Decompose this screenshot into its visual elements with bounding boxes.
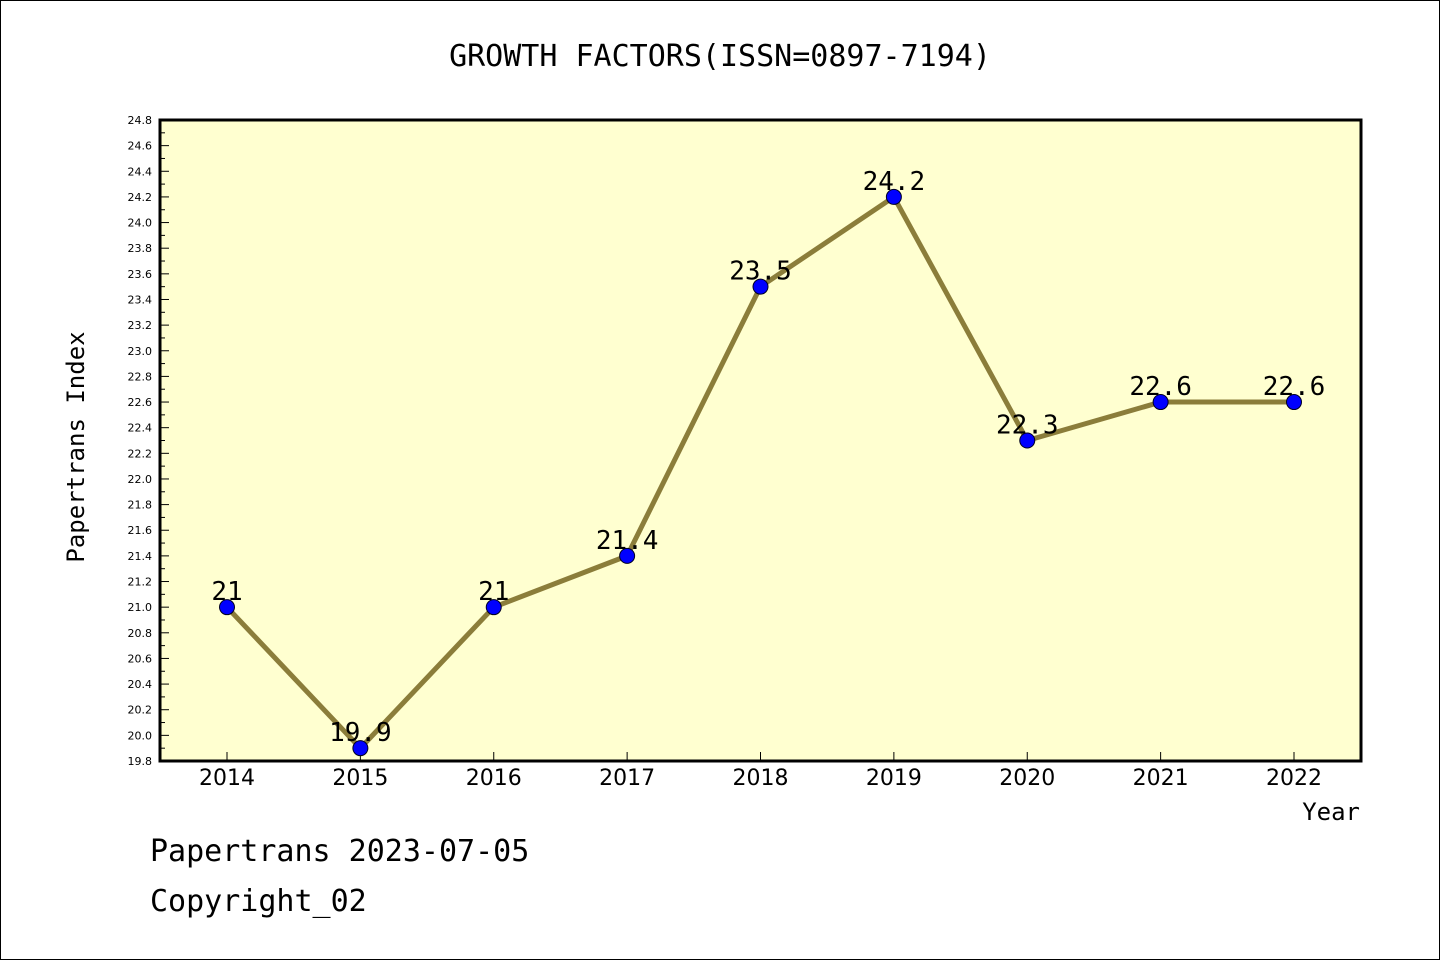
y-tick-label: 21.6 (128, 524, 153, 537)
y-tick-label: 22.2 (128, 447, 153, 460)
x-tick-label: 2022 (1266, 766, 1322, 791)
data-label: 21 (211, 577, 242, 607)
y-tick-label: 20.8 (128, 627, 153, 640)
data-point (619, 547, 636, 564)
y-tick-label: 24.4 (128, 165, 153, 178)
data-point (885, 188, 902, 205)
y-tick-label: 20.2 (128, 704, 153, 717)
y-tick-label: 20.0 (128, 729, 153, 742)
y-tick-label: 22.6 (128, 396, 153, 409)
data-label: 22.3 (996, 411, 1059, 441)
x-tick-label: 2016 (466, 766, 522, 791)
y-tick-label: 21.0 (128, 601, 153, 614)
y-tick-label: 19.8 (128, 755, 153, 768)
data-label: 23.5 (729, 257, 792, 287)
data-point (485, 599, 502, 616)
data-point (1152, 394, 1169, 411)
data-point (219, 599, 235, 616)
data-point (1019, 432, 1036, 449)
plot-area (158, 118, 1363, 763)
data-point (752, 278, 769, 295)
y-tick-label: 21.8 (128, 499, 153, 512)
y-axis: 19.8 20.0 20.2 20.4 20.6 20.8 21.0 21.2 21.4 21.6… (128, 114, 169, 768)
y-tick-label: 22.4 (128, 422, 153, 435)
y-tick-label: 24.2 (128, 191, 153, 204)
x-tick-label: 2015 (332, 766, 388, 791)
chart-title: GROWTH FACTORS(ISSN=0897-7194) (449, 39, 991, 74)
data-point (1286, 394, 1302, 411)
x-tick-label: 2018 (733, 766, 789, 791)
data-label: 21 (478, 577, 509, 607)
footer-copyright-text: Copyright_02 (150, 884, 367, 919)
y-axis-label: Papertrans Index (62, 331, 90, 562)
x-tick-label: 2019 (866, 766, 922, 791)
y-tick-label: 23.6 (128, 268, 153, 281)
y-tick-label: 23.2 (128, 319, 153, 332)
y-tick-label: 21.4 (128, 550, 153, 563)
y-tick-label: 23.4 (128, 293, 153, 306)
x-tick-label: 2020 (999, 766, 1055, 791)
footer-date-text: Papertrans 2023-07-05 (150, 834, 530, 869)
y-tick-label: 24.8 (128, 114, 153, 127)
data-point (352, 740, 369, 757)
y-tick-label: 22.8 (128, 370, 153, 383)
data-label: 19.9 (329, 718, 392, 748)
series-layer: 21 19.9 21 21.4 23.5 24.2 22.3 22.6 22.6 (211, 167, 1326, 757)
y-tick-label: 20.4 (128, 678, 153, 691)
data-label: 22.6 (1263, 372, 1326, 402)
data-label: 21.4 (596, 526, 659, 556)
data-label: 24.2 (863, 167, 926, 197)
data-label: 22.6 (1129, 372, 1192, 402)
y-tick-label: 23.0 (128, 345, 153, 358)
y-tick-label: 21.2 (128, 576, 153, 589)
x-tick-label: 2014 (199, 766, 255, 791)
y-tick-label: 23.8 (128, 242, 153, 255)
y-tick-label: 24.0 (128, 217, 153, 230)
x-axis-label: Year (1302, 798, 1360, 826)
x-tick-label: 2021 (1133, 766, 1189, 791)
x-axis: 2014 2015 2016 2017 2018 2019 2020 2021 2022 (199, 752, 1322, 791)
y-tick-label: 24.6 (128, 140, 153, 153)
y-tick-label: 20.6 (128, 652, 153, 665)
y-tick-label: 22.0 (128, 473, 153, 486)
x-tick-label: 2017 (599, 766, 655, 791)
